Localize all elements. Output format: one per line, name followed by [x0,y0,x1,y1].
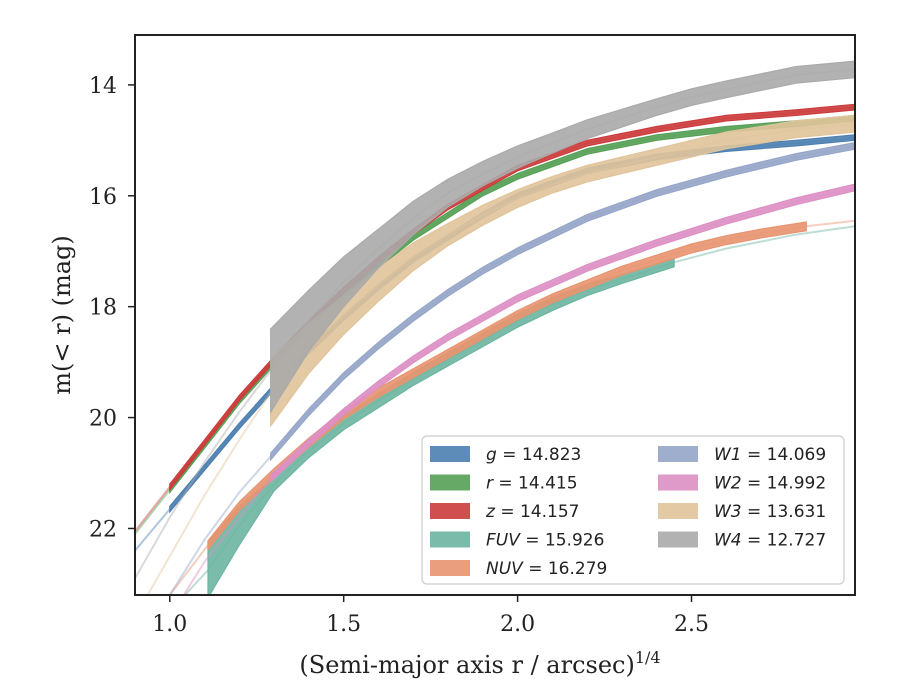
x-axis-label: (Semi-major axis r / arcsec)1/4 [299,648,660,679]
legend-swatch [430,560,470,576]
legend-item-w4: W4 = 12.727 [658,531,826,551]
legend-swatch [658,531,698,548]
series-layer [135,60,855,595]
y-tick-label: 16 [89,185,117,210]
legend-label: W3 = 13.631 [714,502,826,522]
legend-item-w2: W2 = 14.992 [658,474,826,494]
legend: g = 14.823 r = 14.415 z = 14.157 FUV = 15.9… [421,435,845,585]
legend-label: NUV = 16.279 [486,559,607,579]
plot-frame [134,34,856,596]
series-w3-band [270,114,855,428]
series-nuv [168,219,855,595]
y-tick-label: 22 [89,517,117,542]
series-w4-band [270,60,855,415]
y-axis: 14 16 18 20 22 [89,74,135,542]
legend-item-w1: W1 = 14.069 [658,445,826,465]
legend-item-nuv: NUV = 16.279 [430,559,607,579]
y-tick-label: 18 [89,296,117,321]
legend-swatch [430,446,470,462]
x-axis-label-exponent: 1/4 [635,648,661,667]
series-w4 [135,60,855,579]
legend-swatch [430,531,470,548]
legend-label: W1 = 14.069 [714,445,826,465]
series-nuv-band [207,221,807,552]
x-axis-label-main: (Semi-major axis r / arcsec) [299,651,634,679]
legend-label: W2 = 14.992 [714,474,826,494]
legend-swatch [658,503,698,519]
legend-label: r = 14.415 [486,474,578,494]
series-w2 [182,183,855,595]
x-tick-label: 1.0 [152,612,187,637]
legend-item-fuv: FUV = 15.926 [430,531,604,551]
legend-item-w3: W3 = 13.631 [658,502,826,522]
legend-frame [421,435,845,585]
series-w1-band [270,141,855,462]
legend-swatch [430,503,470,519]
legend-label: g = 14.823 [486,445,581,465]
series-w2-band [270,183,855,484]
x-tick-label: 2.5 [674,612,709,637]
legend-swatch [658,474,698,491]
y-tick-label: 14 [89,74,117,99]
x-axis: 1.0 1.5 2.0 2.5 [152,595,709,637]
legend-label: FUV = 15.926 [486,531,604,551]
y-axis-label: m(< r) (mag) [48,235,76,394]
series-w3 [146,114,855,595]
legend-label: z = 14.157 [485,502,579,522]
y-tick-label: 20 [89,407,117,432]
legend-label: W4 = 12.727 [714,531,826,551]
legend-swatch [658,446,698,462]
legend-item-g: g = 14.823 [430,445,581,465]
series-w1 [168,141,855,595]
x-tick-label: 1.5 [326,612,361,637]
legend-item-r: r = 14.415 [430,474,578,494]
legend-swatch [430,474,470,491]
x-tick-label: 2.0 [500,612,535,637]
legend-item-z: z = 14.157 [430,502,579,522]
